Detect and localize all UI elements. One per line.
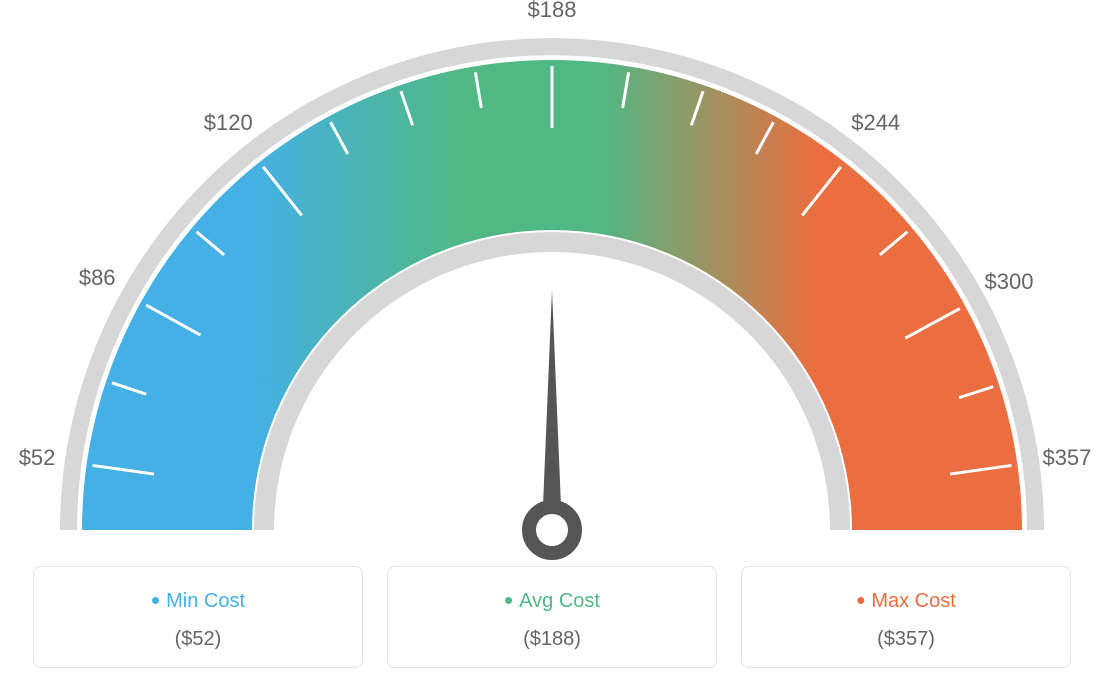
gauge-area: $52 $86 $120 $188 $244 $300 $357 [0, 0, 1104, 560]
legend-max-value: ($357) [752, 628, 1060, 651]
legend-card-max: Max Cost ($357) [741, 566, 1071, 668]
gauge-scale-label: $244 [851, 110, 900, 136]
gauge-scale-label: $300 [985, 269, 1034, 295]
gauge-scale-label: $86 [79, 265, 116, 291]
gauge-chart-container: $52 $86 $120 $188 $244 $300 $357 Min Cost ($52… [0, 0, 1104, 690]
gauge-hub [529, 507, 575, 553]
legend-card-avg: Avg Cost ($188) [387, 566, 717, 668]
legend-avg-value: ($188) [398, 628, 706, 651]
gauge-scale-label: $357 [1042, 445, 1091, 471]
gauge-svg [0, 0, 1104, 560]
legend-row: Min Cost ($52) Avg Cost ($188) Max Cost … [33, 566, 1071, 668]
legend-max-label: Max Cost [752, 585, 1060, 616]
legend-avg-label: Avg Cost [398, 585, 706, 616]
legend-card-min: Min Cost ($52) [33, 566, 363, 668]
legend-min-value: ($52) [44, 628, 352, 651]
gauge-scale-label: $52 [19, 445, 56, 471]
legend-min-label: Min Cost [44, 585, 352, 616]
gauge-scale-label: $120 [204, 110, 253, 136]
gauge-scale-label: $188 [528, 0, 577, 23]
gauge-needle [542, 290, 562, 530]
